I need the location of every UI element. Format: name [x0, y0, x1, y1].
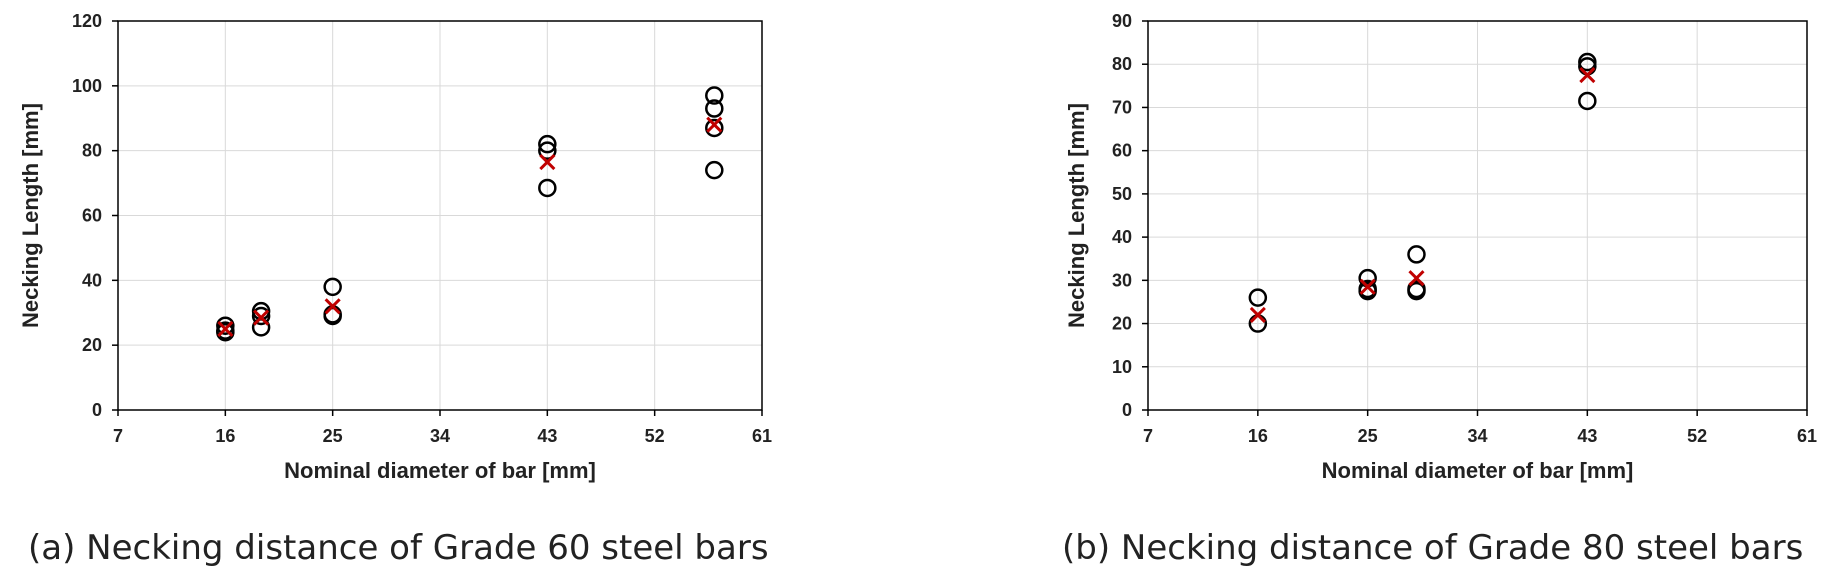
x-tick-label: 34: [430, 426, 450, 446]
y-tick-label: 100: [72, 76, 102, 96]
y-tick-label: 0: [1122, 400, 1132, 420]
x-tick-label: 25: [1358, 426, 1378, 446]
caption-b: (b) Necking distance of Grade 80 steel b…: [1062, 528, 1804, 568]
y-tick-label: 60: [1112, 141, 1132, 161]
scatter-chart-a: 7 16 25 34 43 52 61 0 20 40 60 80 100 120 Nominal diam…: [18, 11, 772, 483]
data-point-circle: [1358, 281, 1377, 301]
data-point-circle: [1578, 91, 1597, 111]
x-axis-title: Nominal diameter of bar [mm]: [284, 458, 596, 483]
data-point-circle: [1248, 288, 1268, 307]
y-tick-label: 70: [1112, 97, 1132, 117]
y-axis-title: Necking Length [mm]: [18, 103, 43, 328]
mean-marker-x: [1249, 306, 1266, 323]
y-tick-label: 0: [92, 400, 102, 420]
data-point-circle: [1407, 245, 1426, 264]
mean-marker-x: [324, 298, 341, 315]
mean-marker-stroke: [1579, 66, 1596, 84]
y-tick-label: 10: [1112, 357, 1132, 377]
scatter-chart-b: 7 16 25 34 43 52 61 0 10 20 30 40 50 60 70 80 90 Nominal …: [1064, 11, 1817, 483]
chart-panel-a: 7 16 25 34 43 52 61 0 20 40 60 80 100 120 Nominal diam…: [0, 0, 911, 574]
y-tick-label: 80: [1112, 54, 1132, 74]
data-point-circle: [705, 160, 724, 180]
data-point-circle: [251, 306, 271, 326]
y-tick-label: 20: [82, 335, 102, 355]
y-tick-label: 120: [72, 11, 102, 31]
x-tick-label: 34: [1467, 426, 1487, 446]
y-tick-label: 40: [82, 270, 102, 290]
mean-marker-x: [706, 116, 723, 133]
x-tick-label: 52: [645, 426, 665, 446]
data-point-circle: [538, 134, 557, 154]
mean-marker-x: [1408, 270, 1425, 287]
data-point-circle: [323, 277, 342, 297]
x-axis-title: Nominal diameter of bar [mm]: [1322, 458, 1634, 483]
data-point-circle: [1407, 281, 1426, 301]
y-tick-label: 80: [82, 141, 102, 161]
data-point-circle: [216, 316, 235, 335]
y-tick-label: 20: [1112, 314, 1132, 334]
chart-panel-b: 7 16 25 34 43 52 61 0 10 20 30 40 50 60 70 80 90 Nominal …: [1062, 0, 1823, 574]
mean-marker-x: [1359, 278, 1376, 295]
x-tick-label: 16: [1248, 426, 1268, 446]
caption-a: (a) Necking distance of Grade 60 steel b…: [28, 528, 769, 568]
x-tick-label: 7: [1143, 426, 1153, 446]
mean-marker-x: [253, 309, 270, 326]
x-tick-label: 25: [323, 426, 343, 446]
mean-marker-stroke: [217, 320, 234, 338]
x-tick-label: 52: [1687, 426, 1707, 446]
mean-marker-stroke: [324, 298, 341, 315]
x-tick-label: 43: [537, 426, 557, 446]
x-tick-label: 43: [1577, 426, 1597, 446]
x-tick-label: 16: [215, 426, 235, 446]
y-tick-label: 60: [82, 206, 102, 226]
x-tick-label: 61: [1797, 426, 1817, 446]
data-point-circle: [538, 141, 557, 160]
mean-marker-stroke: [1359, 278, 1376, 295]
mean-marker-stroke: [253, 309, 270, 326]
y-tick-label: 30: [1112, 270, 1132, 290]
y-tick-label: 40: [1112, 227, 1132, 247]
mean-marker-x: [539, 153, 556, 171]
y-tick-label: 50: [1112, 184, 1132, 204]
data-point-circle: [216, 322, 235, 342]
y-axis-title: Necking Length [mm]: [1064, 103, 1089, 328]
x-tick-label: 61: [752, 426, 772, 446]
mean-marker-stroke: [539, 153, 556, 171]
mean-marker-stroke: [1249, 306, 1266, 323]
data-point-circle: [705, 86, 724, 105]
x-tick-label: 7: [113, 426, 123, 446]
mean-marker-stroke: [1408, 270, 1425, 287]
mean-marker-stroke: [706, 116, 723, 133]
mean-marker-x: [1579, 66, 1596, 84]
y-tick-label: 90: [1112, 11, 1132, 31]
data-point-circle: [705, 118, 724, 138]
data-point-circle: [538, 178, 557, 198]
mean-marker-x: [217, 320, 234, 338]
data-point-circle: [705, 99, 724, 118]
